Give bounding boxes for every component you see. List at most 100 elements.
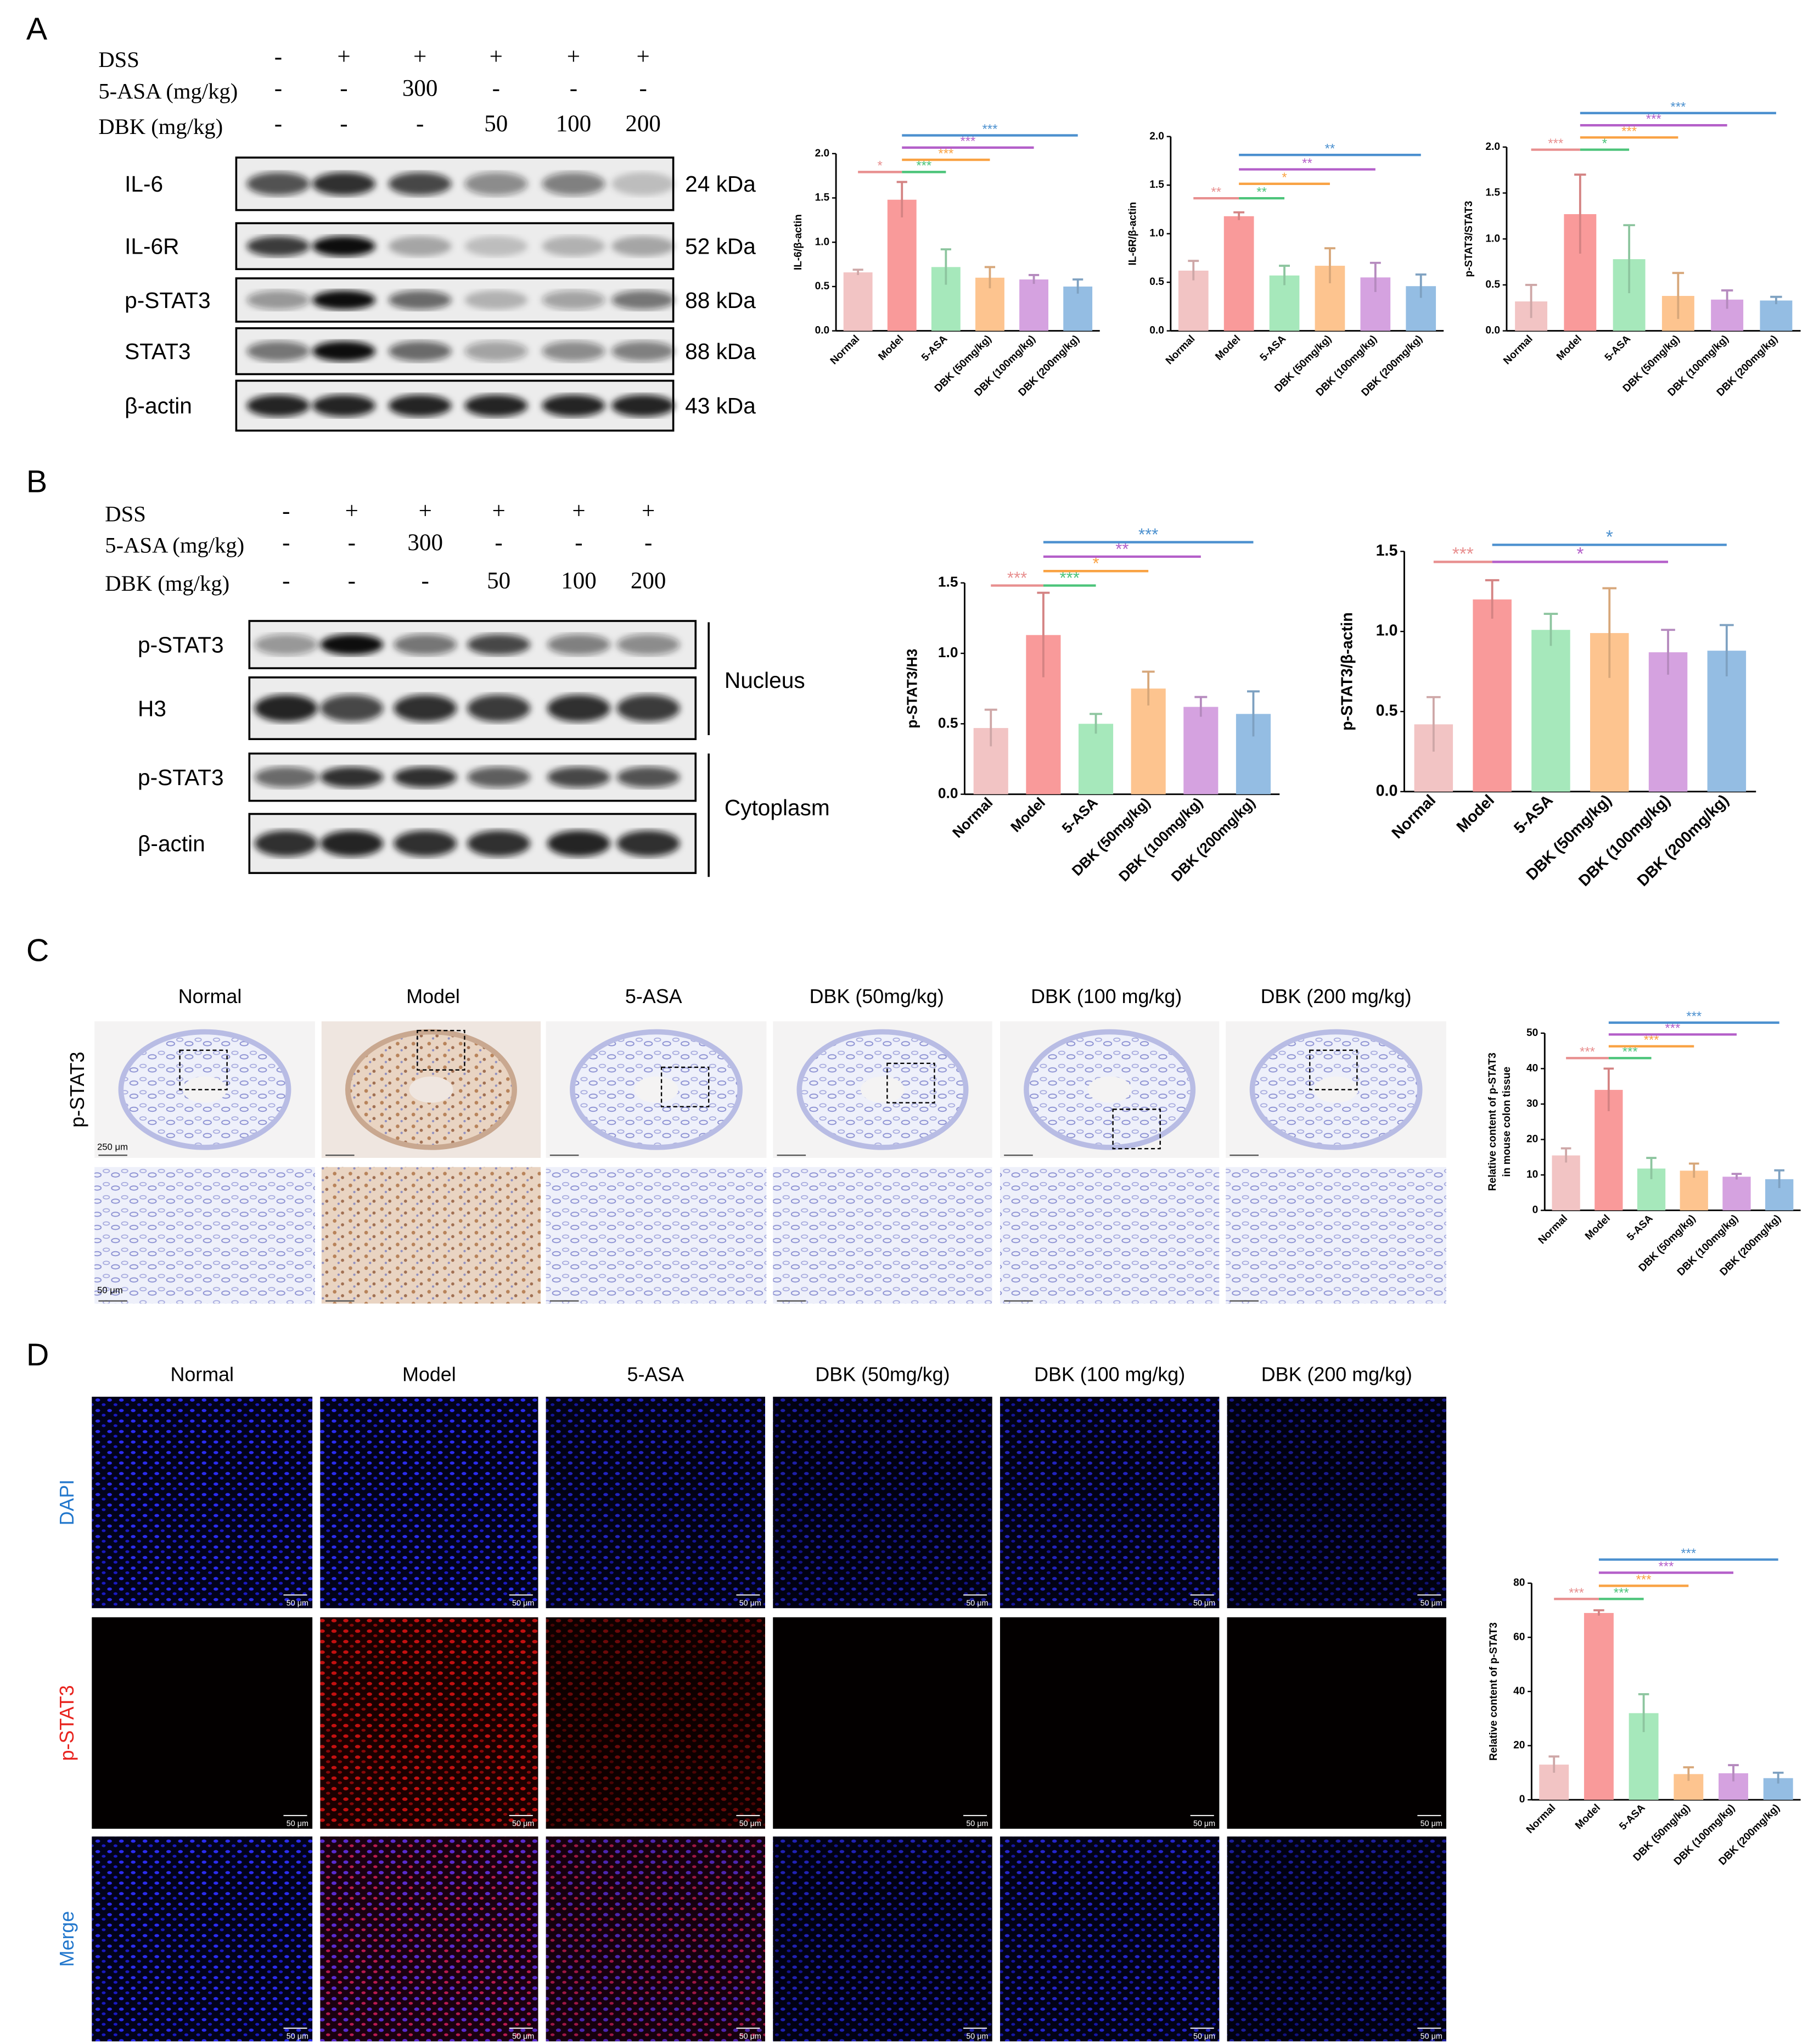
blot-band	[467, 634, 530, 656]
blot-band	[547, 695, 610, 722]
y-tick-label: 20	[1513, 1740, 1525, 1751]
if-image	[773, 1617, 992, 1829]
y-tick-label: 2.0	[1149, 131, 1164, 142]
if-image	[1000, 1617, 1220, 1829]
y-tick-label: 0.0	[1485, 325, 1500, 337]
significance-label: *	[878, 159, 883, 173]
blot-band	[616, 634, 680, 656]
y-tick-label: 2.0	[815, 148, 830, 159]
scale-label: 50 μm	[1421, 1819, 1442, 1828]
ihc-detail	[1226, 1167, 1446, 1304]
panel-label: D	[26, 1337, 49, 1373]
significance-label: ***	[1636, 1572, 1652, 1587]
band-label: p-STAT3	[138, 765, 224, 790]
if-image	[320, 1397, 538, 1609]
bar	[1223, 216, 1254, 331]
x-tick-label: Model	[876, 333, 906, 363]
if-image	[773, 1836, 992, 2042]
y-axis-label: in mouse colon tissue	[1501, 1067, 1513, 1177]
blot-band	[312, 172, 375, 195]
if-image	[1000, 1397, 1220, 1609]
scale-label: 50 μm	[966, 1819, 988, 1828]
treatment-level: -	[639, 76, 647, 102]
blot-band	[547, 634, 610, 656]
y-tick-label: 1.5	[815, 192, 830, 204]
significance-label: ***	[982, 122, 997, 137]
significance-label: **	[1211, 185, 1221, 200]
x-tick-label: Model	[1554, 333, 1584, 363]
scale-label: 50 μm	[1193, 1819, 1215, 1828]
blot-band	[320, 695, 384, 722]
blot-band	[394, 766, 457, 788]
scale-label: 50 μm	[1193, 1599, 1215, 1608]
blot-band	[611, 290, 675, 310]
y-axis-label: IL-6R/β-actin	[1127, 202, 1139, 266]
treatment-label: 5-ASA (mg/kg)	[105, 533, 244, 558]
if-image	[92, 1617, 313, 1829]
band-label: STAT3	[125, 339, 190, 364]
if-image	[320, 1836, 538, 2042]
zoom-box	[179, 1049, 228, 1090]
x-tick-label: 5-ASA	[1511, 792, 1556, 837]
treatment-level: 200	[631, 568, 666, 593]
treatment-level: -	[495, 530, 502, 556]
x-tick-label: Model	[1453, 792, 1498, 836]
blot-band	[464, 394, 528, 417]
y-tick-label: 80	[1513, 1577, 1525, 1589]
band-size: 88 kDa	[685, 339, 756, 364]
blot-band	[394, 830, 457, 856]
treatment-label: DBK (mg/kg)	[105, 571, 229, 596]
significance-label: ***	[1681, 1546, 1696, 1561]
treatment-label: DSS	[105, 501, 146, 526]
y-tick-label: 50	[1526, 1027, 1538, 1039]
blot-band	[464, 172, 528, 195]
column-title: Normal	[178, 985, 242, 1007]
x-tick-label: Model	[1007, 794, 1048, 836]
treatment-level: +	[490, 44, 503, 70]
band-size: 43 kDa	[685, 393, 756, 418]
blot-band	[467, 830, 530, 856]
y-tick-label: 0.5	[1376, 702, 1398, 720]
blot-band	[320, 830, 384, 856]
y-tick-label: 1.0	[815, 236, 830, 248]
fraction-label: Cytoplasm	[725, 795, 830, 820]
blot-band	[312, 236, 375, 256]
zoom-box	[886, 1062, 935, 1104]
column-title: Model	[406, 985, 460, 1007]
x-tick-label: Normal	[1524, 1802, 1558, 1835]
if-image	[92, 1397, 313, 1609]
blot-band	[464, 236, 528, 256]
treatment-level: 100	[556, 111, 592, 137]
zoom-box	[1309, 1049, 1358, 1090]
if-image	[320, 1617, 538, 1829]
y-tick-label: 40	[1526, 1062, 1538, 1074]
tissue-lumen	[634, 1076, 678, 1103]
if-image	[773, 1397, 992, 1609]
y-tick-label: 0.0	[815, 325, 830, 337]
treatment-level: -	[274, 44, 282, 70]
blot-band	[547, 766, 610, 788]
y-tick-label: 2.0	[1485, 141, 1500, 153]
column-title: 5-ASA	[627, 1363, 684, 1385]
y-tick-label: 1.5	[1485, 187, 1500, 199]
blot-band	[611, 172, 675, 195]
scale-label: 50 μm	[1193, 2032, 1215, 2041]
blot-band	[246, 172, 310, 195]
treatment-level: -	[282, 499, 290, 524]
blot-band	[246, 290, 310, 310]
bar	[1473, 599, 1512, 792]
band-size: 24 kDa	[685, 171, 756, 197]
x-tick-label: 5-ASA	[1059, 794, 1101, 837]
treatment-level: +	[642, 499, 655, 524]
bar	[1063, 286, 1093, 331]
treatment-level: -	[282, 530, 290, 556]
row-label: p-STAT3	[56, 1685, 78, 1761]
significance-label: *	[1602, 136, 1607, 151]
blot-band	[542, 172, 605, 195]
column-title: DBK (100 mg/kg)	[1034, 1363, 1185, 1385]
y-tick-label: 0.0	[1376, 782, 1398, 799]
significance-label: ***	[1580, 1045, 1595, 1060]
blot-band	[464, 290, 528, 310]
